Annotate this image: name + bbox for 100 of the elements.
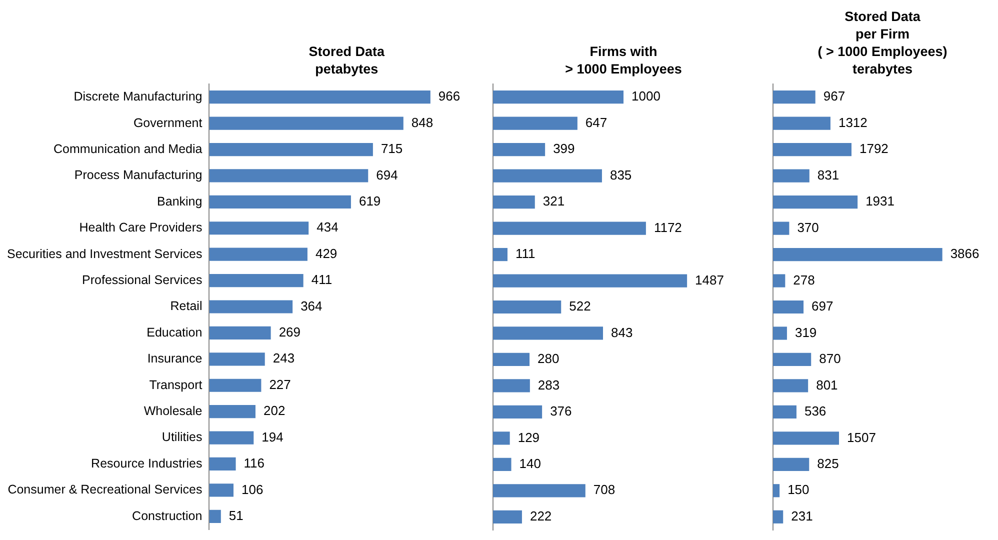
bar bbox=[773, 222, 790, 235]
data-label: 129 bbox=[518, 430, 540, 445]
data-label: 1931 bbox=[866, 194, 894, 209]
bar bbox=[773, 300, 804, 314]
data-label: 967 bbox=[823, 88, 846, 104]
data-label: 202 bbox=[263, 403, 286, 418]
data-label: 522 bbox=[569, 298, 591, 314]
data-label: 116 bbox=[244, 456, 265, 471]
data-label: 278 bbox=[793, 272, 815, 288]
bar bbox=[209, 457, 236, 471]
y-tick-label: Construction bbox=[132, 508, 202, 523]
data-label: 283 bbox=[538, 377, 560, 392]
bar bbox=[209, 248, 308, 261]
y-tick-label: Process Manufacturing bbox=[74, 168, 202, 182]
y-tick-label: Consumer & Recreational Services bbox=[8, 482, 202, 497]
data-label: 243 bbox=[272, 350, 295, 366]
bar bbox=[493, 484, 586, 498]
y-tick-label: Communication and Media bbox=[54, 142, 202, 156]
y-tick-label: Education bbox=[146, 325, 202, 340]
bar bbox=[773, 169, 810, 182]
chart-title: Firms with > 1000 Employees bbox=[565, 44, 682, 77]
bar bbox=[493, 116, 578, 130]
data-label: 3866 bbox=[950, 246, 980, 262]
bar bbox=[209, 274, 304, 288]
bar bbox=[493, 300, 562, 314]
y-tick-label: Professional Services bbox=[82, 272, 202, 287]
y-tick-label: Wholesale bbox=[144, 404, 202, 418]
data-label: 694 bbox=[376, 167, 398, 182]
bar bbox=[209, 431, 254, 444]
bar bbox=[773, 274, 786, 288]
data-label: 227 bbox=[269, 376, 291, 392]
chart-title: Stored Data petabytes bbox=[308, 44, 385, 77]
bar bbox=[773, 248, 942, 262]
data-label: 150 bbox=[788, 482, 810, 498]
data-label: 843 bbox=[611, 324, 633, 340]
y-tick-label: Transport bbox=[149, 378, 203, 392]
bar bbox=[209, 300, 293, 314]
bar bbox=[209, 195, 351, 208]
bar bbox=[773, 196, 858, 209]
bar bbox=[773, 484, 780, 498]
bar bbox=[493, 169, 602, 182]
bar bbox=[209, 378, 262, 392]
data-label: 966 bbox=[438, 88, 460, 104]
bar bbox=[773, 116, 830, 130]
data-label: 111 bbox=[515, 246, 536, 262]
data-label: 1000 bbox=[632, 88, 660, 104]
bar bbox=[493, 196, 535, 209]
bar bbox=[773, 352, 812, 366]
data-label: 429 bbox=[315, 246, 338, 261]
bar bbox=[493, 274, 688, 288]
bar bbox=[493, 510, 522, 524]
data-label: 870 bbox=[819, 351, 841, 366]
data-label: 194 bbox=[262, 429, 284, 444]
y-tick-label: Utilities bbox=[162, 430, 202, 444]
data-label: 269 bbox=[278, 324, 301, 340]
data-label: 708 bbox=[593, 482, 616, 498]
chart-title: Stored Data per Firm ( > 1000 Employees) terabytes bbox=[818, 9, 948, 77]
data-label: 319 bbox=[794, 324, 817, 340]
y-tick-label: Insurance bbox=[147, 352, 202, 366]
bar bbox=[209, 510, 221, 523]
data-label: 801 bbox=[816, 377, 838, 392]
bar bbox=[493, 248, 508, 262]
data-label: 51 bbox=[228, 508, 244, 523]
y-tick-label: Health Care Providers bbox=[79, 220, 202, 235]
data-label: 1487 bbox=[695, 272, 724, 288]
y-tick-label: Retail bbox=[170, 299, 202, 314]
y-tick-label: Securities and Investment Services bbox=[6, 246, 202, 261]
bar bbox=[773, 458, 810, 471]
bar bbox=[493, 326, 604, 340]
data-label: 835 bbox=[610, 167, 632, 182]
bar bbox=[493, 432, 510, 445]
data-label: 140 bbox=[519, 456, 541, 471]
bar bbox=[493, 352, 530, 366]
y-tick-label: Government bbox=[133, 116, 203, 130]
data-label: 715 bbox=[380, 141, 403, 156]
data-label: 370 bbox=[797, 220, 819, 235]
y-tick-label: Resource Industries bbox=[91, 456, 202, 470]
data-label: 831 bbox=[817, 167, 840, 182]
data-label: 647 bbox=[585, 114, 608, 130]
bar bbox=[493, 379, 530, 392]
data-label: 411 bbox=[311, 272, 332, 288]
bar bbox=[493, 458, 512, 471]
data-label: 848 bbox=[411, 114, 434, 130]
y-tick-label: Banking bbox=[157, 194, 202, 208]
data-label: 280 bbox=[538, 351, 560, 366]
bar bbox=[209, 222, 309, 235]
bar bbox=[209, 352, 265, 366]
bar bbox=[209, 405, 256, 418]
bar bbox=[209, 484, 234, 497]
data-label: 434 bbox=[316, 220, 338, 235]
bar bbox=[209, 169, 368, 182]
bar bbox=[773, 510, 784, 524]
data-label: 231 bbox=[791, 508, 813, 524]
bar bbox=[209, 142, 373, 156]
bar bbox=[773, 90, 816, 104]
data-label: 697 bbox=[812, 298, 834, 314]
data-label: 1507 bbox=[847, 430, 876, 445]
bar bbox=[773, 432, 840, 445]
data-label: 1172 bbox=[654, 220, 682, 235]
data-label: 106 bbox=[242, 482, 264, 497]
